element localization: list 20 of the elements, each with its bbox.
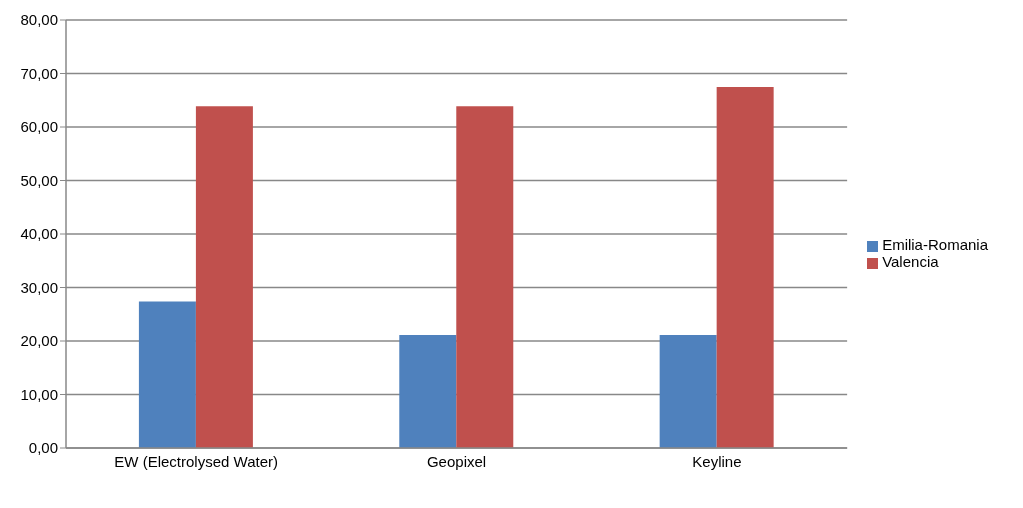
bar (399, 335, 457, 448)
bar (716, 86, 774, 448)
legend-label: Emilia-Romania (882, 236, 988, 253)
x-tick-label: Keyline (692, 452, 742, 470)
x-tick-label: Geopixel (426, 452, 487, 470)
x-tick-label: EW (Electrolysed Water) (114, 452, 279, 470)
y-tick-label: 50,00 (20, 171, 58, 189)
bar (195, 106, 253, 448)
y-tick-label: 20,00 (20, 332, 58, 350)
y-tick-label: 0,00 (28, 439, 58, 457)
y-tick-label: 30,00 (20, 278, 58, 296)
y-tick-label: 80,00 (20, 11, 58, 29)
bar (456, 106, 514, 448)
y-tick-label: 70,00 (20, 64, 58, 82)
bar (659, 335, 717, 448)
bar (138, 301, 196, 448)
y-tick-label: 40,00 (20, 225, 58, 243)
y-tick-label: 10,00 (20, 385, 58, 403)
legend-label: Valencia (882, 253, 939, 270)
y-tick-label: 60,00 (20, 118, 58, 136)
